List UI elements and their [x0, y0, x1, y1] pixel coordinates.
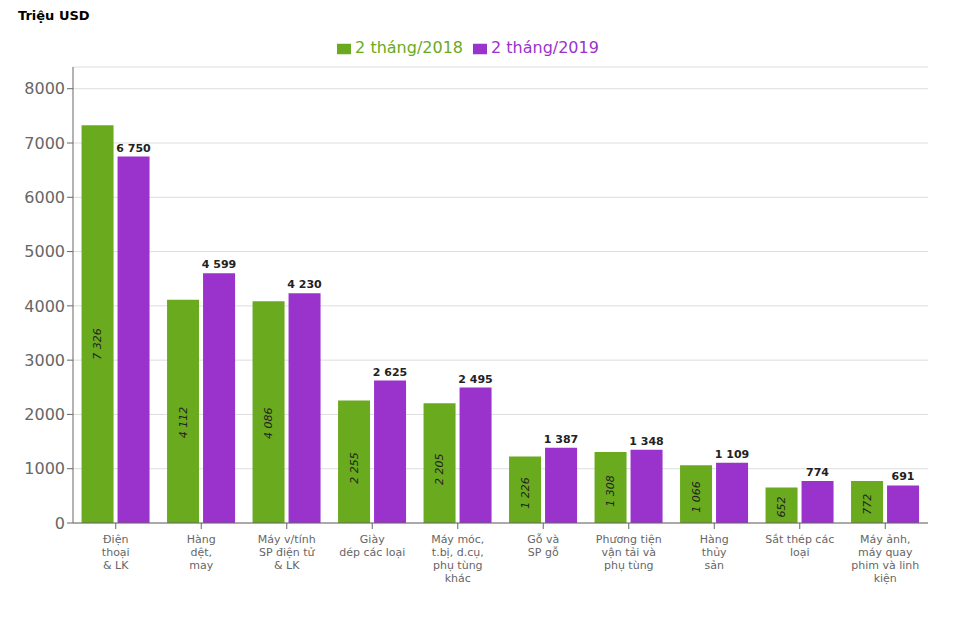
- svg-text:652: 652: [775, 497, 788, 518]
- svg-text:4 599: 4 599: [202, 258, 236, 271]
- svg-text:2 205: 2 205: [433, 453, 446, 485]
- html-text:2 tháng/2019: 2 tháng/2019: [491, 38, 599, 57]
- svg-text:Hàngdệt,may: Hàngdệt,may: [187, 533, 216, 572]
- svg-text:2 495: 2 495: [458, 373, 492, 386]
- svg-text:1 226: 1 226: [519, 477, 532, 509]
- svg-text:1 348: 1 348: [629, 435, 663, 448]
- html-text:Triệu USD: Triệu USD: [18, 8, 90, 23]
- svg-text:Sắt thép cácloại: Sắt thép cácloại: [765, 533, 834, 559]
- svg-text:4 112: 4 112: [177, 407, 190, 439]
- svg-text:3000: 3000: [24, 351, 65, 370]
- svg-text:4 086: 4 086: [262, 407, 275, 439]
- svg-text:1 387: 1 387: [544, 433, 578, 446]
- svg-text:4000: 4000: [24, 297, 65, 316]
- svg-text:Điệnthoại& LK: Điệnthoại& LK: [102, 533, 130, 572]
- svg-text:2 625: 2 625: [373, 366, 407, 379]
- svg-text:0: 0: [55, 514, 65, 533]
- svg-text:Gỗ vàSP gỗ: Gỗ vàSP gỗ: [527, 533, 559, 559]
- svg-text:7000: 7000: [24, 134, 65, 153]
- svg-text:5000: 5000: [24, 242, 65, 261]
- svg-text:774: 774: [806, 466, 829, 479]
- html-text:2 tháng/2018: 2 tháng/2018: [355, 38, 463, 57]
- svg-text:Hàngthủysản: Hàngthủysản: [700, 533, 729, 572]
- svg-text:Giàydép các loại: Giàydép các loại: [339, 533, 405, 559]
- svg-text:Máy v/tínhSP điện tử& LK: Máy v/tínhSP điện tử& LK: [258, 533, 316, 572]
- svg-text:1000: 1000: [24, 459, 65, 478]
- svg-text:2 255: 2 255: [348, 452, 361, 484]
- svg-text:691: 691: [892, 470, 915, 483]
- svg-text:772: 772: [861, 494, 874, 515]
- svg-text:Máy móc,t.bị, d.cụ,phụ tùngkhá: Máy móc,t.bị, d.cụ,phụ tùngkhác: [431, 533, 484, 585]
- svg-text:1 109: 1 109: [715, 448, 749, 461]
- svg-text:8000: 8000: [24, 79, 65, 98]
- svg-text:6 750: 6 750: [116, 142, 151, 155]
- svg-text:1 066: 1 066: [690, 481, 703, 512]
- svg-text:4 230: 4 230: [287, 278, 322, 291]
- svg-text:1 308: 1 308: [604, 475, 617, 507]
- svg-text:2000: 2000: [24, 405, 65, 424]
- svg-text:7 326: 7 326: [91, 328, 104, 360]
- svg-text:Máy ảnh,máy quayphim và linhki: Máy ảnh,máy quayphim và linhkiện: [851, 533, 919, 585]
- svg-text:6000: 6000: [24, 188, 65, 207]
- svg-text:Phương tiệnvận tải vàphụ tùng: Phương tiệnvận tải vàphụ tùng: [596, 533, 662, 572]
